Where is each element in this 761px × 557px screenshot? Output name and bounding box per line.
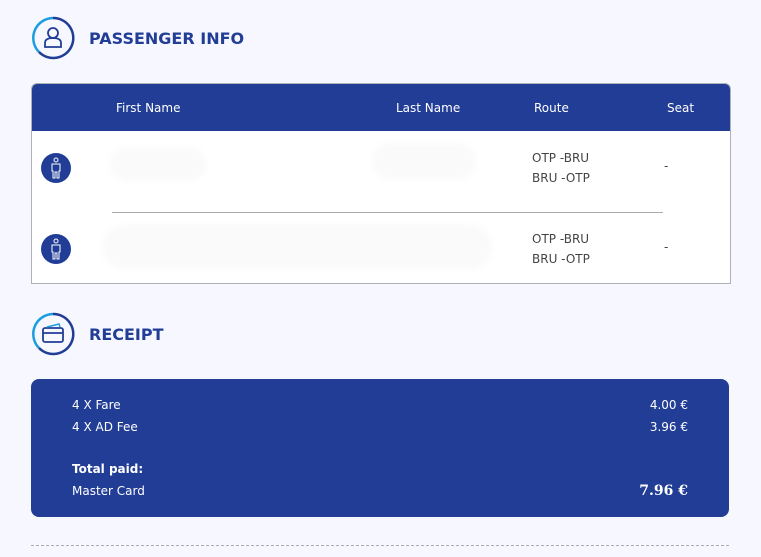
seat-cell: - bbox=[664, 159, 669, 173]
receipt-header: RECEIPT bbox=[31, 312, 164, 356]
header-route: Route bbox=[534, 101, 569, 115]
person-icon bbox=[41, 153, 71, 183]
dashed-divider bbox=[31, 545, 729, 546]
fare-label: 4 X Fare bbox=[72, 398, 121, 412]
fee-label: 4 X AD Fee bbox=[72, 420, 138, 434]
header-seat: Seat bbox=[667, 101, 695, 115]
seat-cell: - bbox=[664, 240, 669, 254]
fare-amount: 4.00 € bbox=[649, 398, 688, 412]
table-row: OTP -BRU BRU -OTP - bbox=[32, 131, 730, 201]
total-label: Total paid: bbox=[72, 462, 144, 476]
section-title: PASSENGER INFO bbox=[89, 28, 245, 48]
payment-method: Master Card bbox=[72, 484, 145, 498]
receipt-box: 4 X Fare 4.00 € 4 X AD Fee 3.96 € Total … bbox=[31, 379, 729, 517]
route-return: BRU -OTP bbox=[532, 171, 590, 185]
route-cell: OTP -BRU BRU -OTP bbox=[532, 148, 590, 188]
route-outbound: OTP -BRU bbox=[532, 232, 590, 246]
section-title: RECEIPT bbox=[89, 324, 164, 344]
last-name-redacted bbox=[372, 143, 476, 179]
name-redacted bbox=[102, 225, 492, 269]
header-first-name: First Name bbox=[116, 101, 181, 115]
header-last-name: Last Name bbox=[396, 101, 461, 115]
table-row: OTP -BRU BRU -OTP - bbox=[32, 213, 730, 283]
route-return: BRU -OTP bbox=[532, 252, 590, 266]
passenger-info-header: PASSENGER INFO bbox=[31, 16, 244, 60]
fee-amount: 3.96 € bbox=[649, 420, 688, 434]
credit-card-icon bbox=[31, 312, 75, 356]
user-icon bbox=[31, 16, 75, 60]
first-name-redacted bbox=[110, 147, 206, 181]
row-divider bbox=[112, 212, 663, 213]
route-cell: OTP -BRU BRU -OTP bbox=[532, 229, 590, 269]
passenger-table: First Name Last Name Route Seat OTP -BRU… bbox=[31, 83, 731, 284]
route-outbound: OTP -BRU bbox=[532, 151, 590, 165]
total-amount: 7.96 € bbox=[639, 483, 688, 499]
person-icon bbox=[41, 234, 71, 264]
table-header: First Name Last Name Route Seat bbox=[32, 84, 730, 131]
